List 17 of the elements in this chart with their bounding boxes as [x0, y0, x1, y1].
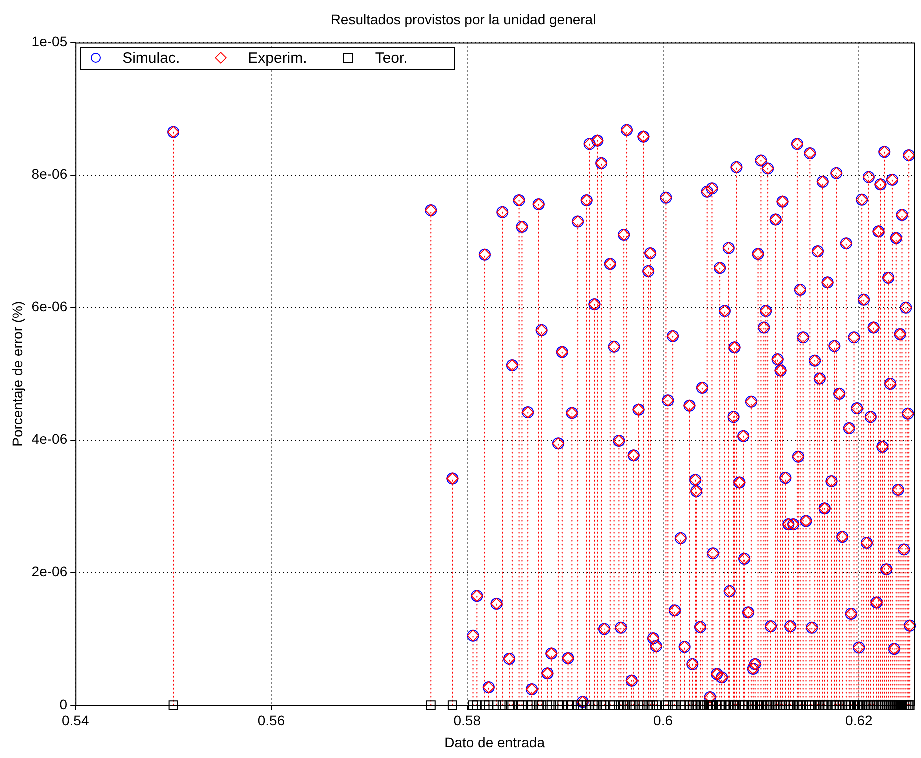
legend-label: Teor. [375, 50, 408, 67]
x-tick-label: 0.54 [62, 712, 90, 729]
y-tick-label: 2e-06 [32, 564, 68, 580]
y-tick-label: 0 [60, 696, 68, 712]
legend-label: Experim. [248, 50, 308, 67]
x-tick-label: 0.6 [654, 712, 674, 729]
y-axis-title: Porcentaje de error (%) [9, 301, 26, 447]
x-tick-label: 0.58 [454, 712, 482, 729]
y-tick-label: 8e-06 [32, 166, 68, 182]
x-tick-label: 0.56 [258, 712, 286, 729]
x-axis-title: Dato de entrada [444, 734, 546, 750]
y-tick-label: 4e-06 [32, 431, 68, 448]
legend-label: Simulac. [122, 50, 180, 67]
y-tick-label: 1e-05 [32, 34, 68, 50]
chart-title: Resultados provistos por la unidad general [330, 11, 596, 28]
x-tick-label: 0.62 [846, 712, 873, 729]
y-tick-label: 6e-06 [32, 298, 68, 315]
